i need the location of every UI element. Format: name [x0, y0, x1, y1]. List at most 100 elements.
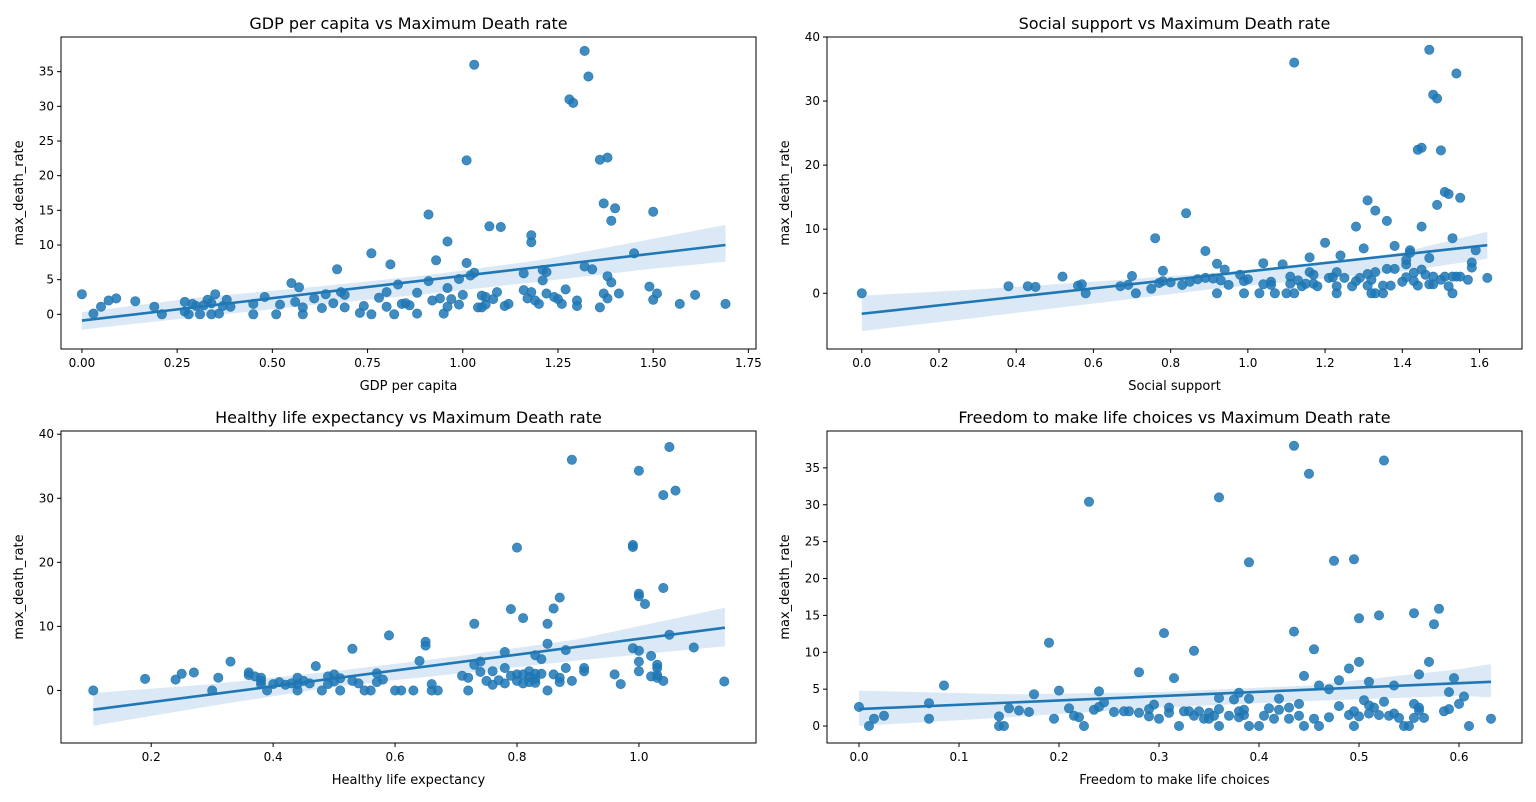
x-tick-label: 1.0: [629, 750, 648, 764]
data-point: [560, 284, 571, 295]
data-point: [1409, 712, 1420, 723]
data-point: [1003, 703, 1014, 714]
y-tick-label: 25: [39, 134, 54, 148]
x-tick-label: 0.6: [386, 750, 405, 764]
data-point: [505, 604, 516, 615]
y-tick-label: 30: [39, 491, 54, 505]
data-point: [339, 302, 350, 313]
data-point: [1349, 554, 1360, 565]
data-point: [412, 287, 423, 298]
data-point: [1394, 712, 1405, 723]
x-tick-label: 1.2: [1316, 356, 1335, 370]
data-point: [1308, 269, 1319, 280]
data-point: [1354, 711, 1365, 722]
data-point: [541, 266, 552, 277]
x-tick-label: 0.2: [1049, 750, 1068, 764]
data-point: [1109, 706, 1120, 717]
data-point: [292, 685, 303, 696]
data-point: [566, 675, 577, 686]
data-point: [1354, 613, 1365, 624]
data-point: [491, 287, 502, 298]
data-point: [633, 465, 644, 476]
data-point: [542, 638, 553, 649]
data-point: [1299, 670, 1310, 681]
data-point: [1079, 720, 1090, 731]
data-point: [339, 289, 350, 300]
data-point: [554, 672, 565, 683]
data-point: [1339, 272, 1350, 283]
x-tick-label: 0.6: [1084, 356, 1103, 370]
data-point: [463, 672, 474, 683]
x-tick-label: 0.3: [1149, 750, 1168, 764]
y-tick-label: 20: [39, 169, 54, 183]
data-point: [286, 278, 297, 289]
data-point: [658, 490, 669, 501]
y-tick-label: 40: [805, 30, 820, 44]
x-axis-label: Healthy life expectancy: [332, 773, 486, 788]
data-point: [1364, 676, 1375, 687]
x-tick-label: 0.4: [1249, 750, 1268, 764]
data-point: [442, 282, 453, 293]
data-point: [664, 441, 675, 452]
data-point: [347, 643, 358, 654]
data-point: [463, 685, 474, 696]
y-tick-label: 30: [805, 498, 820, 512]
regression-line: [81, 243, 726, 322]
data-point: [720, 298, 731, 309]
data-point: [1454, 698, 1465, 709]
regression-line: [858, 680, 1492, 711]
data-point: [863, 720, 874, 731]
data-point: [1284, 702, 1295, 713]
data-point: [1214, 704, 1225, 715]
data-point: [176, 668, 187, 679]
y-tick-label: 40: [39, 427, 54, 441]
x-tick-label: 1.25: [545, 356, 572, 370]
data-point: [1149, 699, 1160, 710]
subplot-title: GDP per capita vs Maximum Death rate: [249, 14, 567, 33]
data-point: [1331, 267, 1342, 278]
data-point: [609, 669, 620, 680]
data-point: [542, 685, 553, 696]
data-point: [1299, 720, 1310, 731]
data-point: [610, 203, 621, 214]
y-tick-label: 15: [805, 608, 820, 622]
data-point: [1284, 713, 1295, 724]
data-point: [377, 674, 388, 685]
data-point: [594, 302, 605, 313]
data-point: [613, 288, 624, 299]
y-tick-label: 15: [39, 203, 54, 217]
x-tick-label: 1.4: [1393, 356, 1412, 370]
data-point: [633, 656, 644, 667]
data-point: [878, 710, 889, 721]
data-point: [1130, 288, 1141, 299]
data-point: [606, 215, 617, 226]
data-point: [1076, 279, 1087, 290]
x-tick-label: 1.00: [449, 356, 476, 370]
data-point: [293, 282, 304, 293]
data-point: [587, 264, 598, 275]
data-point: [1349, 720, 1360, 731]
x-axis-label: GDP per capita: [360, 379, 458, 394]
data-point: [1374, 610, 1385, 621]
data-point: [1385, 280, 1396, 291]
data-point: [1289, 288, 1300, 299]
data-point: [1274, 693, 1285, 704]
x-tick-label: 0.4: [1007, 356, 1026, 370]
y-tick-label: 10: [39, 238, 54, 252]
y-tick-label: 20: [39, 555, 54, 569]
data-point: [1486, 713, 1497, 724]
data-point: [469, 618, 480, 629]
data-point: [1432, 93, 1443, 104]
data-point: [1414, 705, 1425, 716]
y-tick-label: 5: [812, 682, 820, 696]
data-point: [1335, 250, 1346, 261]
data-point: [431, 255, 442, 266]
x-tick-label: 1.75: [735, 356, 762, 370]
data-point: [499, 678, 510, 689]
y-tick-label: 35: [805, 461, 820, 475]
y-tick-label: 20: [805, 572, 820, 586]
y-tick-label: 35: [39, 65, 54, 79]
data-point: [408, 685, 419, 696]
data-point: [1154, 713, 1165, 724]
y-tick-label: 30: [39, 99, 54, 113]
